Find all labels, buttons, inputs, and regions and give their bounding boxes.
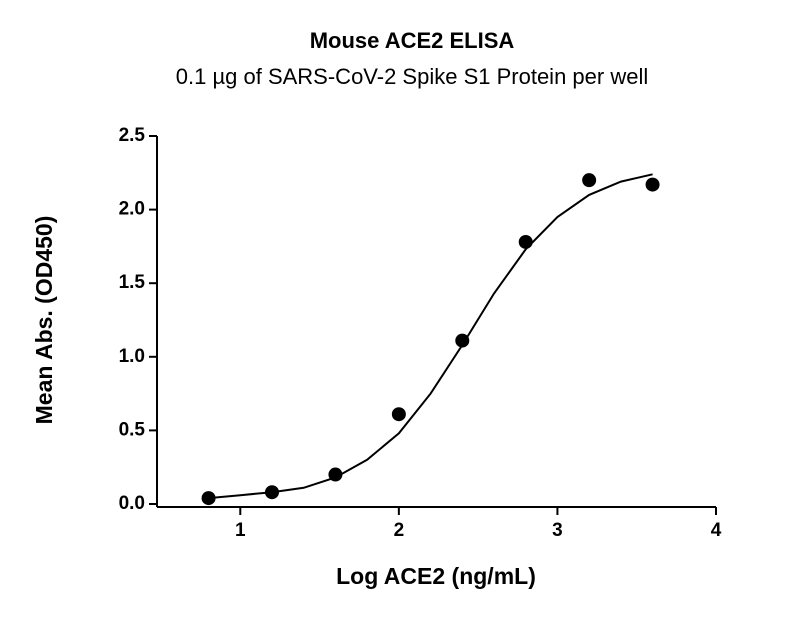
data-point [582,173,597,188]
x-tick-label: 1 [235,520,246,541]
y-tick-label: 0.5 [119,419,146,440]
y-tick-label: 2.5 [119,125,146,146]
y-tick-label: 2.0 [119,199,145,220]
y-axis-label: Mean Abs. (OD450) [31,216,57,425]
fit-curve [208,173,653,500]
y-tick-label: 0.0 [119,493,145,514]
data-point [645,177,660,192]
x-tick-label: 4 [711,520,722,541]
data-point [201,491,216,506]
x-axis-label: Log ACE2 (ng/mL) [336,563,536,589]
chart-subtitle: 0.1 µg of SARS-CoV-2 Spike S1 Protein pe… [176,64,648,89]
y-tick-label: 1.0 [119,346,145,367]
x-tick-label: 3 [552,520,563,541]
data-point [391,407,406,422]
data-point [328,467,343,482]
chart-title: Mouse ACE2 ELISA [310,28,515,53]
data-point [265,485,279,500]
data-point [455,333,470,348]
data-point [518,234,533,249]
y-tick-label: 1.5 [119,272,146,293]
x-tick-label: 2 [394,520,405,541]
